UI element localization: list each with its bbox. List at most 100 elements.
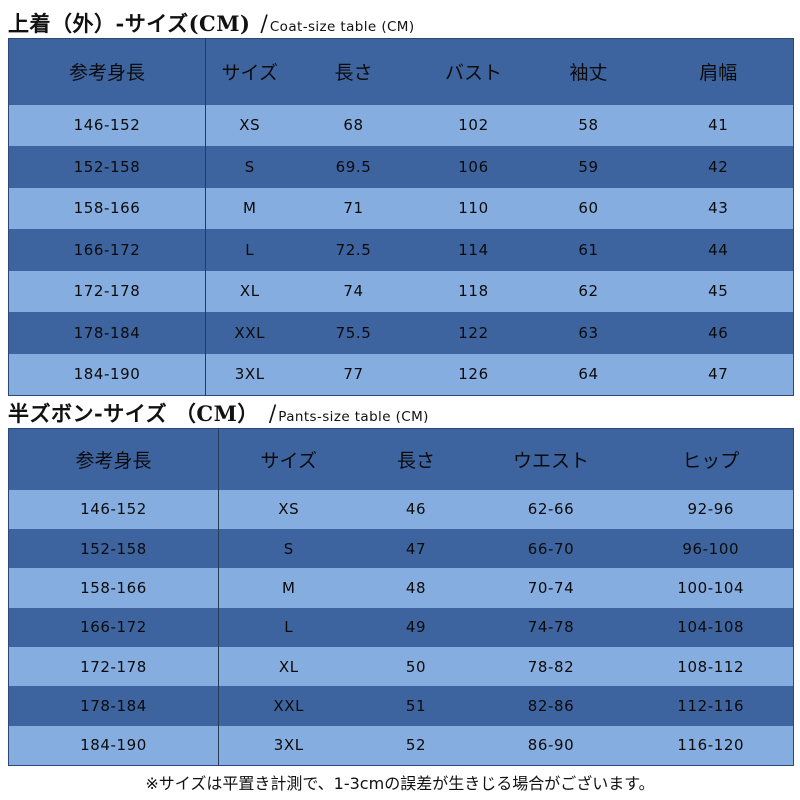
coat-cell-5: 44 — [643, 229, 794, 271]
pants-header-waist: ウエスト — [473, 428, 629, 490]
pants-header-row: 参考身長 サイズ 長さ ウエスト ヒップ — [8, 428, 794, 490]
coat-cell-5: 41 — [643, 104, 794, 146]
pants-table-row: 178-184 XXL 51 82-86 112-116 — [8, 686, 794, 726]
coat-cell-2: 71 — [293, 187, 414, 229]
coat-cell-2: 72.5 — [293, 229, 414, 271]
pants-table-row: 166-172 L 49 74-78 104-108 — [8, 607, 794, 648]
coat-cell-5: 45 — [643, 270, 794, 312]
coat-subtitle: Coat-size table (CM) — [269, 19, 415, 35]
pants-table-row: 184-190 3XL 52 86-90 116-120 — [8, 725, 794, 766]
pants-cell-4: 92-96 — [628, 489, 794, 529]
coat-cell-0: 166-172 — [8, 229, 206, 271]
coat-cell-1: S — [205, 146, 294, 188]
coat-size-table: 参考身長 サイズ 長さ バスト 袖丈 肩幅 146-152 XS 68 102 58 41… — [8, 38, 794, 396]
pants-cell-3: 70-74 — [473, 568, 629, 608]
pants-cell-4: 112-116 — [628, 686, 794, 726]
coat-cell-3: 126 — [413, 353, 534, 395]
pants-cell-1: 3XL — [218, 725, 359, 766]
pants-cell-1: XS — [218, 489, 359, 529]
coat-section-title: 上着（外）-サイズ(CM) / Coat-size table (CM) — [8, 8, 415, 38]
coat-cell-1: L — [205, 229, 294, 271]
pants-cell-3: 74-78 — [473, 607, 629, 648]
coat-cell-1: 3XL — [205, 353, 294, 395]
coat-cell-0: 172-178 — [8, 270, 206, 312]
pants-cell-4: 104-108 — [628, 607, 794, 648]
coat-cell-0: 184-190 — [8, 353, 206, 395]
coat-cell-2: 77 — [293, 353, 414, 395]
pants-title-slash: / — [268, 402, 277, 427]
pants-cell-2: 51 — [358, 686, 474, 726]
coat-cell-2: 69.5 — [293, 146, 414, 188]
pants-cell-4: 96-100 — [628, 528, 794, 569]
coat-cell-3: 106 — [413, 146, 534, 188]
pants-cell-2: 48 — [358, 568, 474, 608]
pants-cell-4: 108-112 — [628, 647, 794, 687]
pants-cell-2: 49 — [358, 607, 474, 648]
coat-cell-4: 63 — [533, 312, 644, 354]
coat-cell-5: 46 — [643, 312, 794, 354]
coat-header-row: 参考身長 サイズ 長さ バスト 袖丈 肩幅 — [8, 38, 794, 105]
coat-cell-1: M — [205, 187, 294, 229]
pants-table-body: 146-152 XS 46 62-66 92-96 152-158 S 47 66-70 96-1… — [8, 489, 794, 766]
coat-table-row: 158-166 M 71 110 60 43 — [8, 187, 794, 229]
pants-cell-3: 82-86 — [473, 686, 629, 726]
pants-cell-0: 158-166 — [8, 568, 219, 608]
coat-cell-5: 47 — [643, 353, 794, 395]
coat-header-shoulder: 肩幅 — [643, 38, 794, 105]
pants-cell-0: 184-190 — [8, 725, 219, 766]
pants-cell-3: 86-90 — [473, 725, 629, 766]
pants-cell-2: 46 — [358, 489, 474, 529]
coat-cell-3: 102 — [413, 104, 534, 146]
coat-header-length: 長さ — [293, 38, 414, 105]
pants-cell-2: 52 — [358, 725, 474, 766]
coat-cell-4: 59 — [533, 146, 644, 188]
coat-cell-5: 43 — [643, 187, 794, 229]
pants-cell-2: 47 — [358, 528, 474, 569]
pants-cell-4: 100-104 — [628, 568, 794, 608]
coat-header-bust: バスト — [413, 38, 534, 105]
coat-table-row: 172-178 XL 74 118 62 45 — [8, 270, 794, 312]
pants-cell-1: XL — [218, 647, 359, 687]
coat-table-row: 146-152 XS 68 102 58 41 — [8, 104, 794, 146]
coat-cell-4: 64 — [533, 353, 644, 395]
pants-cell-3: 78-82 — [473, 647, 629, 687]
coat-cell-4: 58 — [533, 104, 644, 146]
pants-cell-4: 116-120 — [628, 725, 794, 766]
coat-header-sleeve: 袖丈 — [533, 38, 644, 105]
coat-title: 上着（外）-サイズ(CM) — [8, 11, 251, 36]
measurement-note: ※サイズは平置き計測で、1-3cmの誤差が生きじる場合がございます。 — [145, 774, 655, 793]
coat-cell-2: 68 — [293, 104, 414, 146]
coat-cell-4: 60 — [533, 187, 644, 229]
pants-title: 半ズボン-サイズ （CM） — [8, 401, 259, 426]
pants-header-size: サイズ — [218, 428, 359, 490]
coat-cell-2: 75.5 — [293, 312, 414, 354]
coat-cell-3: 110 — [413, 187, 534, 229]
pants-table-row: 158-166 M 48 70-74 100-104 — [8, 568, 794, 608]
pants-cell-1: XXL — [218, 686, 359, 726]
pants-cell-0: 178-184 — [8, 686, 219, 726]
coat-cell-0: 178-184 — [8, 312, 206, 354]
coat-table-body: 146-152 XS 68 102 58 41 152-158 S 69.5 106 59 42 158… — [8, 104, 794, 395]
pants-table-row: 152-158 S 47 66-70 96-100 — [8, 528, 794, 569]
pants-subtitle: Pants-size table (CM) — [278, 409, 429, 425]
coat-cell-0: 152-158 — [8, 146, 206, 188]
coat-cell-3: 118 — [413, 270, 534, 312]
coat-cell-4: 61 — [533, 229, 644, 271]
coat-cell-1: XL — [205, 270, 294, 312]
pants-size-table: 参考身長 サイズ 長さ ウエスト ヒップ 146-152 XS 46 62-66 92-… — [8, 428, 794, 766]
coat-table-row: 178-184 XXL 75.5 122 63 46 — [8, 312, 794, 354]
pants-table-row: 146-152 XS 46 62-66 92-96 — [8, 489, 794, 529]
pants-cell-0: 172-178 — [8, 647, 219, 687]
coat-title-slash: / — [260, 12, 268, 37]
coat-table-row: 184-190 3XL 77 126 64 47 — [8, 353, 794, 395]
pants-cell-2: 50 — [358, 647, 474, 687]
coat-cell-1: XS — [205, 104, 294, 146]
coat-cell-0: 146-152 — [8, 104, 206, 146]
coat-table-row: 166-172 L 72.5 114 61 44 — [8, 229, 794, 271]
pants-cell-1: L — [218, 607, 359, 648]
coat-cell-3: 114 — [413, 229, 534, 271]
pants-header-hip: ヒップ — [628, 428, 794, 490]
coat-cell-4: 62 — [533, 270, 644, 312]
pants-cell-3: 66-70 — [473, 528, 629, 569]
pants-cell-0: 146-152 — [8, 489, 219, 529]
